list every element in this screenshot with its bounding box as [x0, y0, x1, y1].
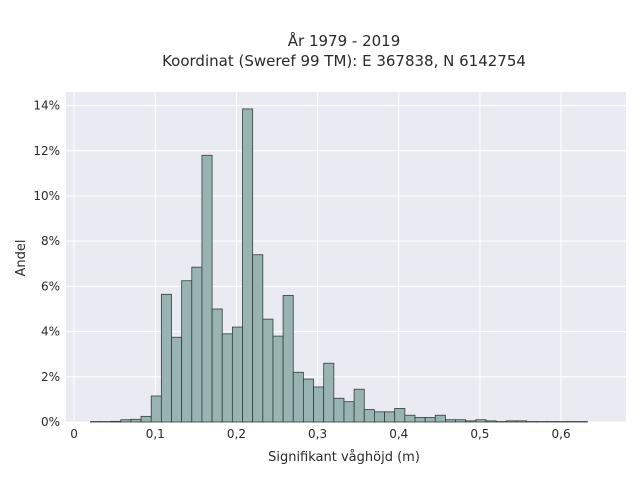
histogram-bar [150, 395, 162, 423]
histogram-bar [171, 336, 183, 423]
histogram-bar [242, 108, 254, 423]
histogram-bar [485, 420, 497, 423]
histogram-bar [201, 154, 213, 423]
histogram-bar [221, 333, 233, 423]
histogram-bar [465, 420, 477, 423]
histogram-bar [181, 280, 193, 423]
y-tick-labels: 0% 2% 4% 6% 8% 10% 12% 14% [33, 99, 60, 429]
y-tick-label: 6% [41, 279, 60, 293]
histogram-bar [313, 386, 325, 423]
y-tick-label: 10% [33, 189, 60, 203]
x-tick-label: 0,6 [552, 427, 571, 441]
histogram-bar [120, 419, 132, 423]
histogram-bar [343, 401, 355, 423]
histogram-bar [191, 266, 203, 423]
histogram-bar [302, 378, 314, 423]
histogram-bar [333, 397, 345, 423]
y-tick-label: 8% [41, 234, 60, 248]
y-tick-label: 12% [33, 144, 60, 158]
chart-title-line-1: År 1979 - 2019 [288, 31, 401, 50]
histogram-bar [516, 420, 527, 423]
histogram-bar [374, 411, 385, 423]
histogram-bar [130, 418, 142, 423]
x-tick-label: 0,3 [308, 427, 327, 441]
histogram-bar [292, 371, 304, 423]
histogram-bar [140, 415, 152, 423]
y-axis-label: Andel [14, 240, 29, 277]
histogram-bar [434, 414, 446, 423]
x-tick-labels: 0 0,1 0,2 0,3 0,4 0,5 0,6 [70, 427, 570, 441]
x-tick-label: 0,2 [227, 427, 246, 441]
histogram-bar [455, 419, 467, 423]
histogram-bar [211, 308, 223, 423]
histogram-bar [414, 417, 426, 423]
histogram-bar [404, 414, 416, 423]
histogram-bar [252, 254, 264, 423]
histogram-bar [363, 409, 375, 423]
plot-area [66, 92, 626, 422]
histogram-bar [110, 420, 122, 423]
x-axis-label: Signifikant våghöjd (m) [268, 450, 420, 465]
y-tick-label: 4% [41, 325, 60, 339]
histogram-bar [272, 335, 284, 423]
x-tick-label: 0 [70, 427, 78, 441]
histogram-bar [262, 318, 274, 423]
histogram-bar [445, 419, 456, 423]
x-tick-label: 0,4 [389, 427, 408, 441]
x-tick-label: 0,5 [470, 427, 489, 441]
histogram-bar [475, 419, 487, 423]
grid-lines [66, 92, 626, 423]
histogram-bars [89, 108, 588, 423]
histogram-bar [505, 420, 517, 423]
histogram-bar [231, 326, 243, 423]
histogram-bar [353, 388, 365, 423]
x-tick-label: 0,1 [146, 427, 165, 441]
histogram-bar [394, 408, 406, 423]
y-tick-label: 0% [41, 415, 60, 429]
histogram-bar [282, 295, 294, 423]
y-tick-label: 2% [41, 370, 60, 384]
histogram-bar [160, 293, 172, 423]
histogram-bar [424, 417, 436, 423]
chart-title-line-2: Koordinat (Sweref 99 TM): E 367838, N 61… [162, 52, 526, 70]
histogram-bar [384, 411, 396, 423]
histogram-bar [323, 362, 335, 423]
y-tick-label: 14% [33, 99, 60, 113]
